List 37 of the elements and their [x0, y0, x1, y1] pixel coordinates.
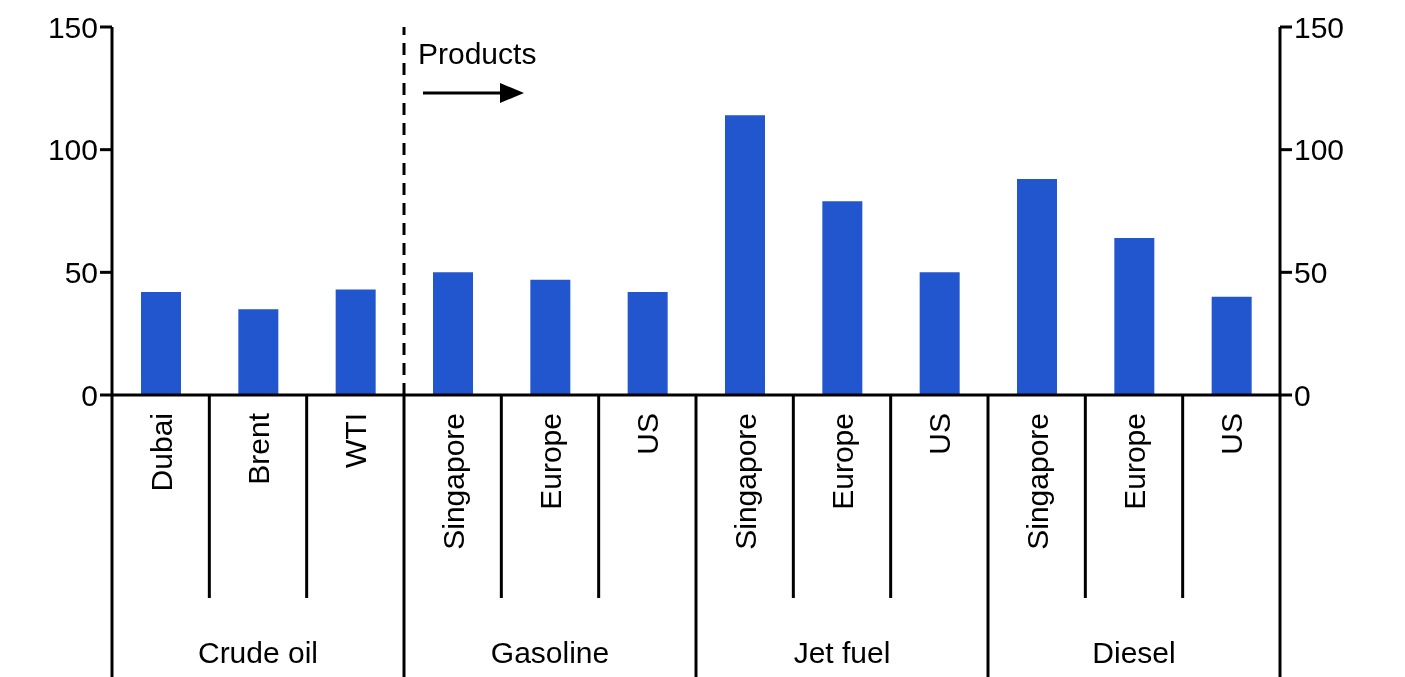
bar — [141, 291, 181, 395]
y2-tick-label: 0 — [1294, 378, 1311, 412]
x-tick-label: Europe — [826, 413, 859, 510]
y-tick-label: 100 — [47, 133, 98, 167]
text: Jet fuel — [793, 636, 891, 669]
x-tick-label: Dubai — [144, 413, 178, 492]
bar — [1114, 237, 1155, 395]
x-tick-label: WTI — [339, 413, 373, 468]
bar — [725, 115, 765, 395]
bar — [335, 289, 376, 395]
text: Crude oil — [197, 636, 319, 669]
text: Gasoline — [490, 636, 610, 669]
y2-tick-label: 150 — [1294, 10, 1345, 44]
text: Diesel — [1092, 636, 1176, 669]
y-tick-label: 150 — [47, 10, 98, 44]
bar — [530, 279, 571, 395]
x-tick-label: US — [923, 413, 957, 455]
bar — [822, 201, 863, 395]
y-tick-label: 0 — [81, 378, 98, 412]
x-tick-label: Singapore — [728, 413, 762, 550]
bar — [1017, 179, 1057, 395]
bar — [627, 291, 668, 395]
x-tick-label: Singapore — [436, 413, 470, 550]
bar — [1211, 296, 1252, 395]
x-tick-label: Brent — [242, 412, 275, 485]
x-tick-label: Europe — [534, 413, 567, 510]
x-tick-label: Singapore — [1020, 413, 1054, 550]
annotation: Products — [418, 37, 537, 70]
bar — [919, 272, 960, 395]
x-tick-label: US — [631, 413, 665, 455]
x-tick-label: US — [1215, 413, 1249, 455]
x-tick-label: Europe — [1118, 413, 1151, 510]
y2-tick-label: 100 — [1294, 133, 1345, 167]
y-tick-label: 50 — [64, 255, 98, 289]
bar — [433, 272, 473, 395]
y2-tick-label: 50 — [1294, 255, 1328, 289]
bar — [238, 309, 279, 395]
